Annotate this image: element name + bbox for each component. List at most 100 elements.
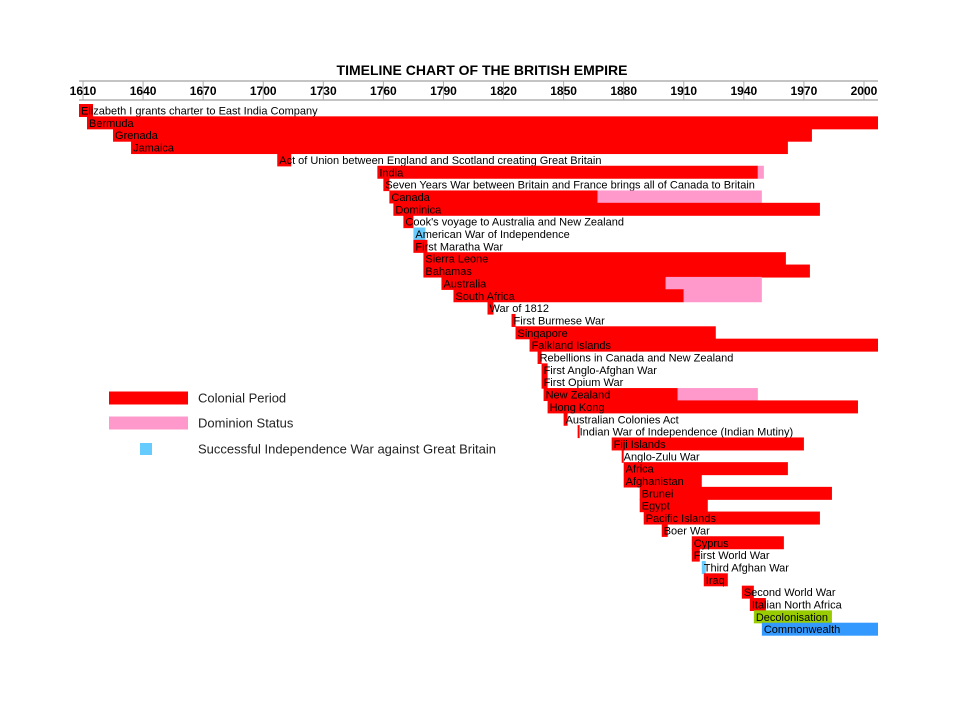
timeline-row-label: Anglo-Zulu War bbox=[624, 451, 700, 463]
timeline-row: Cyprus bbox=[691, 536, 784, 550]
legend-item: Colonial Period bbox=[109, 391, 286, 406]
legend-swatch-dominion bbox=[109, 416, 188, 430]
timeline-row-label: Third Afghan War bbox=[704, 562, 790, 574]
x-tick-label: 1820 bbox=[490, 84, 517, 98]
timeline-row: Fiji Islands bbox=[611, 437, 804, 451]
timeline-bar-colonial bbox=[377, 165, 758, 179]
timeline-row-label: American War of Independence bbox=[415, 229, 569, 241]
timeline-row-label: Bahamas bbox=[425, 266, 472, 278]
timeline-bar-colonial bbox=[511, 313, 516, 327]
timeline-bar-commonwealth bbox=[761, 622, 878, 636]
timeline-bar-dominion bbox=[597, 190, 762, 204]
legend-label: Successful Independence War against Grea… bbox=[198, 442, 496, 457]
timeline-row-label: Pacific Islands bbox=[646, 513, 717, 525]
timeline-bar-dominion bbox=[665, 276, 762, 290]
timeline-bar-colonial bbox=[639, 499, 708, 513]
x-tick-label: 1640 bbox=[130, 84, 157, 98]
timeline-row-label: Australia bbox=[443, 278, 487, 290]
timeline-row: Indian War of Independence (Indian Mutin… bbox=[577, 425, 793, 439]
timeline-row: Brunei bbox=[639, 486, 832, 500]
timeline-row-label: Brunei bbox=[642, 488, 674, 500]
timeline-row-label: Africa bbox=[626, 464, 655, 476]
chart-title: TIMELINE CHART OF THE BRITISH EMPIRE bbox=[337, 62, 628, 78]
timeline-bar-colonial bbox=[403, 215, 414, 229]
timeline-row: Commonwealth bbox=[761, 622, 878, 636]
timeline-rows: Elizabeth I grants charter to East India… bbox=[79, 104, 879, 636]
timeline-bar-colonial bbox=[623, 462, 788, 476]
timeline-bar-colonial bbox=[515, 326, 716, 340]
timeline-bar-colonial bbox=[611, 437, 804, 451]
x-tick-label: 1910 bbox=[670, 84, 697, 98]
legend-label: Dominion Status bbox=[198, 416, 294, 431]
legend-item: Successful Independence War against Grea… bbox=[140, 442, 496, 457]
timeline-bar-colonial bbox=[277, 153, 292, 167]
timeline-row: First Maratha War bbox=[413, 239, 503, 253]
timeline-row-label: Boer War bbox=[664, 525, 710, 537]
timeline-bar-colonial bbox=[453, 289, 684, 303]
timeline-bar-colonial bbox=[383, 178, 390, 192]
timeline-bar-independence-war bbox=[413, 227, 426, 241]
x-tick-label: 1730 bbox=[310, 84, 337, 98]
timeline-bar-colonial bbox=[621, 449, 624, 463]
timeline-bar-colonial bbox=[537, 351, 542, 364]
timeline-bar-colonial bbox=[389, 190, 598, 204]
timeline-row-label: Falkland Islands bbox=[532, 340, 612, 352]
timeline-row: Italian North Africa bbox=[749, 598, 843, 612]
x-tick-label: 1880 bbox=[610, 84, 637, 98]
timeline-row-label: Afghanistan bbox=[626, 476, 684, 488]
timeline-row: Bermuda bbox=[87, 116, 879, 130]
timeline-row: First Opium War bbox=[541, 375, 624, 389]
timeline-bar-colonial bbox=[749, 598, 766, 611]
timeline-row: South Africa bbox=[453, 289, 762, 303]
timeline-row: Grenada bbox=[113, 128, 812, 142]
timeline-row: Sierra Leone bbox=[423, 252, 786, 266]
timeline-row: First World War bbox=[691, 548, 770, 562]
timeline-row-label: Rebellions in Canada and New Zealand bbox=[540, 353, 734, 365]
timeline-row-label: Act of Union between England and Scotlan… bbox=[279, 155, 601, 167]
timeline-row: Canada bbox=[389, 190, 762, 204]
timeline-bar-colonial bbox=[563, 412, 568, 426]
timeline-bar-colonial bbox=[87, 116, 879, 130]
timeline-row-label: Iraq bbox=[706, 575, 725, 587]
timeline-row-label: Hong Kong bbox=[550, 402, 605, 414]
x-tick-label: 2000 bbox=[851, 84, 878, 98]
timeline-row-label: Elizabeth I grants charter to East India… bbox=[81, 106, 318, 118]
timeline-bar-colonial bbox=[423, 264, 810, 278]
timeline-bar-decolonisation bbox=[753, 610, 832, 624]
timeline-row: American War of Independence bbox=[413, 227, 570, 241]
timeline-row: Egypt bbox=[639, 499, 708, 513]
timeline-row: Anglo-Zulu War bbox=[621, 449, 700, 463]
timeline-bar-colonial bbox=[703, 573, 728, 587]
legend-label: Colonial Period bbox=[198, 391, 286, 406]
timeline-bar-colonial bbox=[691, 548, 700, 562]
timeline-row: War of 1812 bbox=[487, 301, 549, 315]
timeline-row: First Anglo-Afghan War bbox=[541, 363, 658, 377]
timeline-row-label: Australian Colonies Act bbox=[566, 414, 679, 426]
x-tick-label: 1850 bbox=[550, 84, 577, 98]
timeline-row-label: Commonwealth bbox=[764, 624, 840, 636]
timeline-bar-colonial bbox=[529, 338, 878, 352]
timeline-row: India bbox=[377, 165, 764, 179]
timeline-bar-independence-war bbox=[701, 560, 706, 574]
timeline-bar-colonial bbox=[441, 276, 666, 290]
timeline-bar-colonial bbox=[643, 511, 820, 525]
timeline-bar-colonial bbox=[661, 523, 668, 537]
timeline-row: First Burmese War bbox=[511, 313, 605, 327]
timeline-bar-dominion bbox=[757, 165, 764, 179]
timeline-row-label: First Anglo-Afghan War bbox=[544, 365, 658, 377]
timeline-bar-colonial bbox=[741, 585, 754, 599]
timeline-bar-colonial bbox=[423, 252, 786, 266]
timeline-bar-colonial bbox=[623, 474, 702, 488]
timeline-row: Second World War bbox=[741, 585, 836, 599]
x-tick-label: 1670 bbox=[190, 84, 217, 98]
timeline-row: Afghanistan bbox=[623, 474, 702, 488]
timeline-row: Falkland Islands bbox=[529, 338, 878, 352]
timeline-row: Rebellions in Canada and New Zealand bbox=[537, 351, 734, 365]
timeline-bar-colonial bbox=[413, 239, 428, 253]
timeline-row-label: First Opium War bbox=[544, 377, 624, 389]
timeline-row-label: Cook's voyage to Australia and New Zeala… bbox=[405, 217, 624, 229]
timeline-row: Boer War bbox=[661, 523, 710, 537]
timeline-row-label: New Zealand bbox=[546, 390, 611, 402]
timeline-row-label: Sierra Leone bbox=[425, 254, 488, 266]
timeline-row: Cook's voyage to Australia and New Zeala… bbox=[403, 215, 624, 229]
